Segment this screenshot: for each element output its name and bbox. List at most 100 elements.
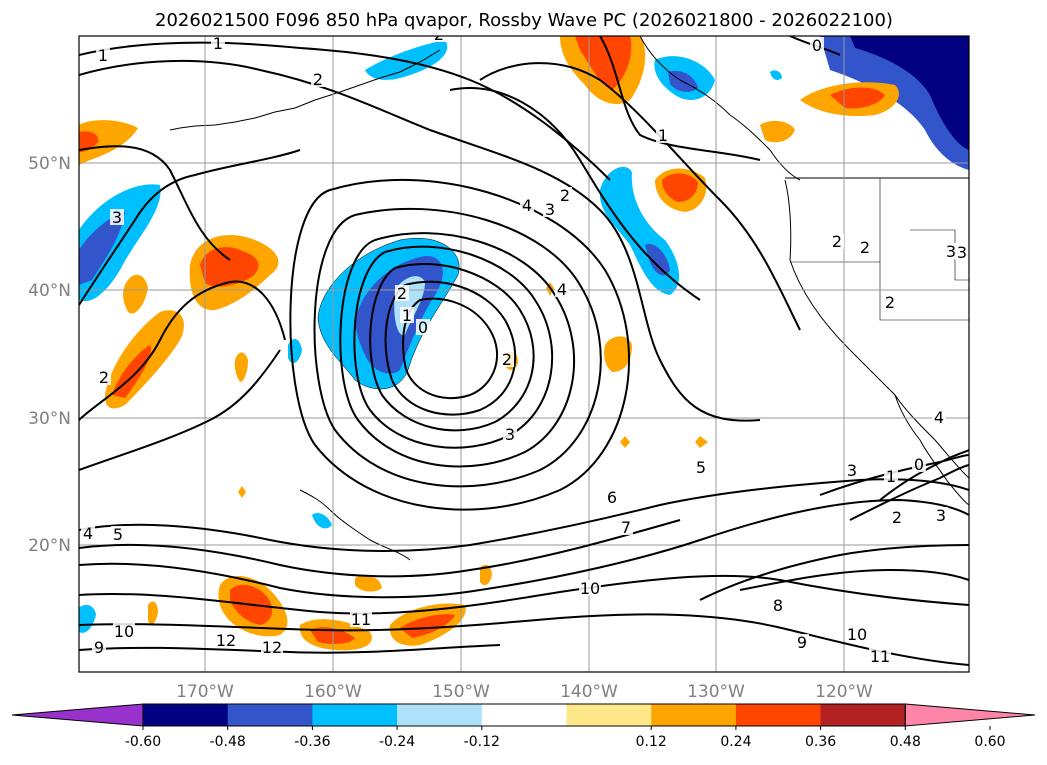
contour-label: 12 bbox=[262, 638, 282, 657]
contour-label: 12 bbox=[216, 631, 236, 650]
contour-label: 9 bbox=[797, 633, 807, 652]
lon-label: 150°W bbox=[432, 682, 490, 702]
shade-blue-north bbox=[365, 40, 448, 80]
contour-label: 0 bbox=[914, 455, 924, 474]
contour-band-2 bbox=[79, 59, 761, 422]
colorbar-frame bbox=[142, 703, 906, 727]
contour-north-3 bbox=[449, 87, 701, 301]
contour-label-bg bbox=[350, 611, 372, 627]
contour-8 bbox=[739, 568, 969, 591]
contour-label-bg bbox=[400, 307, 414, 323]
contour-label: 2 bbox=[832, 232, 842, 251]
contour-label: 3 bbox=[112, 208, 122, 227]
contour-label: 0 bbox=[812, 36, 822, 55]
colorbar-segment bbox=[566, 704, 652, 726]
contour-12 bbox=[79, 644, 501, 654]
contour-label: 2 bbox=[885, 293, 895, 312]
contour-label-bg bbox=[111, 526, 125, 542]
colorbar-segment bbox=[312, 704, 398, 726]
shade-orange-dot8 bbox=[695, 436, 708, 448]
contour-label: 2 bbox=[892, 508, 902, 527]
contour-label-bg bbox=[97, 369, 111, 385]
contour-label-bg bbox=[955, 244, 969, 260]
contour-label: 4 bbox=[522, 196, 532, 215]
shade-blue-southwest bbox=[79, 604, 96, 633]
contour-ring5 bbox=[339, 232, 575, 468]
shade-blue-dot bbox=[770, 70, 782, 80]
contour-label: 11 bbox=[351, 610, 371, 629]
contour-label-bg bbox=[113, 623, 135, 639]
contour-label: 1 bbox=[213, 34, 223, 53]
contour-label-bg bbox=[883, 294, 897, 310]
lon-label: 120°W bbox=[815, 682, 873, 702]
contour-label: 4 bbox=[934, 408, 944, 427]
contour-label: 2 bbox=[313, 70, 323, 89]
colorbar-tick-label: 0.48 bbox=[890, 734, 921, 750]
contour-label-bg bbox=[416, 319, 430, 335]
shade-orange-dot1 bbox=[148, 601, 158, 625]
contour-label: 2 bbox=[434, 25, 444, 44]
contour-band-1 bbox=[79, 41, 611, 181]
contour-label-bg bbox=[211, 36, 225, 51]
contour-label-bg bbox=[869, 648, 891, 664]
contour-east-1 bbox=[879, 449, 969, 501]
shade-orange-dot4 bbox=[355, 575, 382, 592]
contour-west-3 bbox=[79, 149, 301, 306]
colorbar-tick-label: 0.12 bbox=[636, 734, 667, 750]
contour-label: 1 bbox=[98, 46, 108, 65]
contour-label: 4 bbox=[557, 280, 567, 299]
colorbar-tick-label: 0.60 bbox=[974, 734, 1005, 750]
colorbar-tick-label: 0.36 bbox=[805, 734, 836, 750]
colorbar-segment bbox=[820, 704, 906, 726]
contour-label-bg bbox=[311, 71, 325, 87]
colorbar-extend-max bbox=[904, 703, 1036, 727]
colorbar-segment bbox=[227, 704, 313, 726]
contour-label-bg bbox=[845, 462, 859, 478]
contour-label-bg bbox=[503, 426, 517, 442]
shade-orange-midocean bbox=[604, 336, 632, 372]
coastlines bbox=[169, 36, 969, 561]
contour-label-bg bbox=[520, 197, 534, 213]
contour-label: 3 bbox=[545, 200, 555, 219]
colorbar-tick-label: -0.24 bbox=[379, 734, 415, 750]
shade-orange-dot7 bbox=[620, 436, 630, 448]
contour-label-bg bbox=[605, 489, 619, 505]
contour-6 bbox=[79, 519, 681, 578]
colorbar-segment bbox=[651, 704, 737, 726]
border-states bbox=[879, 178, 969, 321]
colorbar-tick-label: -0.36 bbox=[294, 734, 330, 750]
shade-darkblue-northeast bbox=[645, 244, 670, 276]
contour-west-5 bbox=[79, 349, 281, 471]
contour-label: 9 bbox=[94, 638, 104, 657]
lat-label: 40°N bbox=[28, 281, 71, 301]
contour-label-bg bbox=[96, 47, 110, 63]
lat-label: 50°N bbox=[28, 154, 71, 174]
contour-ring3 bbox=[369, 263, 535, 432]
coast-hawaii bbox=[299, 489, 411, 561]
coast-west-us-mexico bbox=[784, 179, 969, 479]
contour-label-bg bbox=[395, 285, 409, 301]
contour-east-3 bbox=[819, 454, 969, 496]
colorbar-segment bbox=[481, 704, 567, 726]
contour-label: 11 bbox=[870, 647, 890, 666]
coast-alaska-bc bbox=[639, 36, 801, 181]
contour-label-bg bbox=[261, 639, 283, 655]
contour-label: 3 bbox=[946, 242, 956, 261]
contour-label-bg bbox=[656, 127, 670, 143]
contour-11 bbox=[79, 613, 969, 666]
contour-label: 2 bbox=[99, 368, 109, 387]
contour-label: 1 bbox=[402, 306, 412, 325]
contour-label: 5 bbox=[113, 525, 123, 544]
contour-label-bg bbox=[795, 634, 809, 650]
contour-label: 10 bbox=[847, 625, 867, 644]
colorbar-tick-label: -0.12 bbox=[464, 734, 500, 750]
contour-label: 7 bbox=[621, 518, 631, 537]
contour-label-bg bbox=[932, 409, 946, 425]
map-background bbox=[79, 36, 969, 672]
contour-label-bg bbox=[934, 507, 948, 523]
lat-label: 20°N bbox=[28, 536, 71, 556]
lat-label: 30°N bbox=[28, 409, 71, 429]
colorbar-segment bbox=[143, 704, 229, 726]
